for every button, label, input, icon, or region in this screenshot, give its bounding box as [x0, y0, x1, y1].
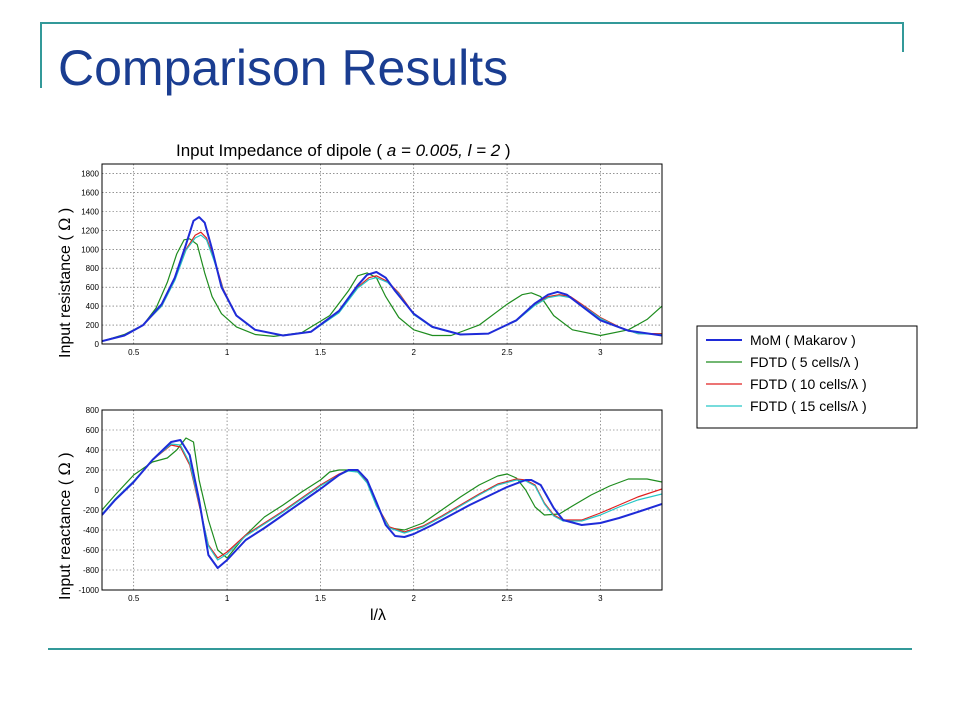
- reactance-ytick-label: -1000: [79, 586, 100, 595]
- resistance-series-2: [102, 231, 662, 342]
- reactance-xtick-label: 2: [412, 594, 417, 603]
- chart-title: Input Impedance of dipole ( a = 0.005, l…: [176, 141, 511, 160]
- resistance-series-0: [102, 216, 662, 343]
- resistance-series-1: [102, 238, 662, 342]
- legend-label-1: FDTD ( 5 cells/λ ): [750, 354, 859, 370]
- reactance-axes: 0.5 1 1.5 2 2.5 3 800 600 400 200 0 -200 -400 -600 -80…: [79, 406, 663, 603]
- slide-title: Comparison Results: [58, 40, 509, 96]
- resistance-xtick-label: 2: [412, 348, 417, 357]
- top-accent-line: [40, 22, 904, 24]
- chart-title-prefix: Input Impedance of dipole (: [176, 141, 387, 160]
- reactance-ytick-label: 800: [86, 406, 100, 415]
- resistance-ytick-label: 600: [86, 283, 100, 292]
- reactance-xtick-label: 0.5: [128, 594, 140, 603]
- resistance-ytick-label: 1600: [81, 188, 99, 197]
- bottom-accent-line: [48, 648, 912, 650]
- legend: MoM ( Makarov ) FDTD ( 5 cells/λ ) FDTD ( …: [696, 325, 918, 429]
- resistance-axes: 0.5 1 1.5 2 2.5 3 0 200 400 600 800 1000 1200 1400 160…: [81, 163, 663, 357]
- reactance-xtick-label: 1.5: [315, 594, 327, 603]
- legend-label-3: FDTD ( 15 cells/λ ): [750, 398, 867, 414]
- resistance-ytick-label: 0: [95, 340, 100, 349]
- resistance-xtick-label: 1.5: [315, 348, 327, 357]
- resistance-xtick-label: 3: [598, 348, 603, 357]
- resistance-ytick-label: 1000: [81, 245, 99, 254]
- reactance-ytick-label: 600: [86, 426, 100, 435]
- chart-title-suffix: ): [500, 141, 510, 160]
- x-axis-label: l/λ: [370, 607, 386, 624]
- resistance-plot-area: [102, 164, 662, 344]
- legend-label-0: MoM ( Makarov ): [750, 332, 856, 348]
- reactance-ytick-label: -800: [83, 566, 100, 575]
- reactance-ytick-label: -400: [83, 526, 100, 535]
- resistance-ytick-label: 1400: [81, 207, 99, 216]
- legend-box: [696, 325, 918, 429]
- reactance-frame: [101, 409, 663, 591]
- reactance-ytick-label: 400: [86, 446, 100, 455]
- reactance-ytick-label: -200: [83, 506, 100, 515]
- reactance-ytick-label: 0: [95, 486, 100, 495]
- reactance-xtick-label: 1: [225, 594, 230, 603]
- resistance-ytick-label: 400: [86, 302, 100, 311]
- resistance-series-3: [102, 234, 662, 342]
- resistance-ytick-label: 1200: [81, 226, 99, 235]
- reactance-ytick-label: 200: [86, 466, 100, 475]
- resistance-xtick-label: 0.5: [128, 348, 140, 357]
- reactance-series-3: [102, 443, 662, 561]
- left-accent-line: [40, 22, 42, 88]
- resistance-frame: [101, 163, 663, 345]
- resistance-xtick-label: 2.5: [502, 348, 514, 357]
- resistance-xtick-label: 1: [225, 348, 230, 357]
- legend-label-2: FDTD ( 10 cells/λ ): [750, 376, 867, 392]
- reactance-xtick-label: 3: [598, 594, 603, 603]
- reactance-ylabel: Input reactance ( Ω ): [55, 452, 74, 600]
- resistance-ylabel: Input resistance ( Ω ): [55, 208, 74, 358]
- resistance-ytick-label: 200: [86, 321, 100, 330]
- reactance-series-0: [102, 439, 662, 569]
- chart-title-params: a = 0.005, l = 2: [387, 141, 501, 160]
- reactance-plot-area: [102, 410, 662, 590]
- reactance-xtick-label: 2.5: [502, 594, 514, 603]
- right-accent-line: [902, 22, 904, 52]
- resistance-ytick-label: 1800: [81, 169, 99, 178]
- reactance-ytick-label: -600: [83, 546, 100, 555]
- resistance-ytick-label: 800: [86, 264, 100, 273]
